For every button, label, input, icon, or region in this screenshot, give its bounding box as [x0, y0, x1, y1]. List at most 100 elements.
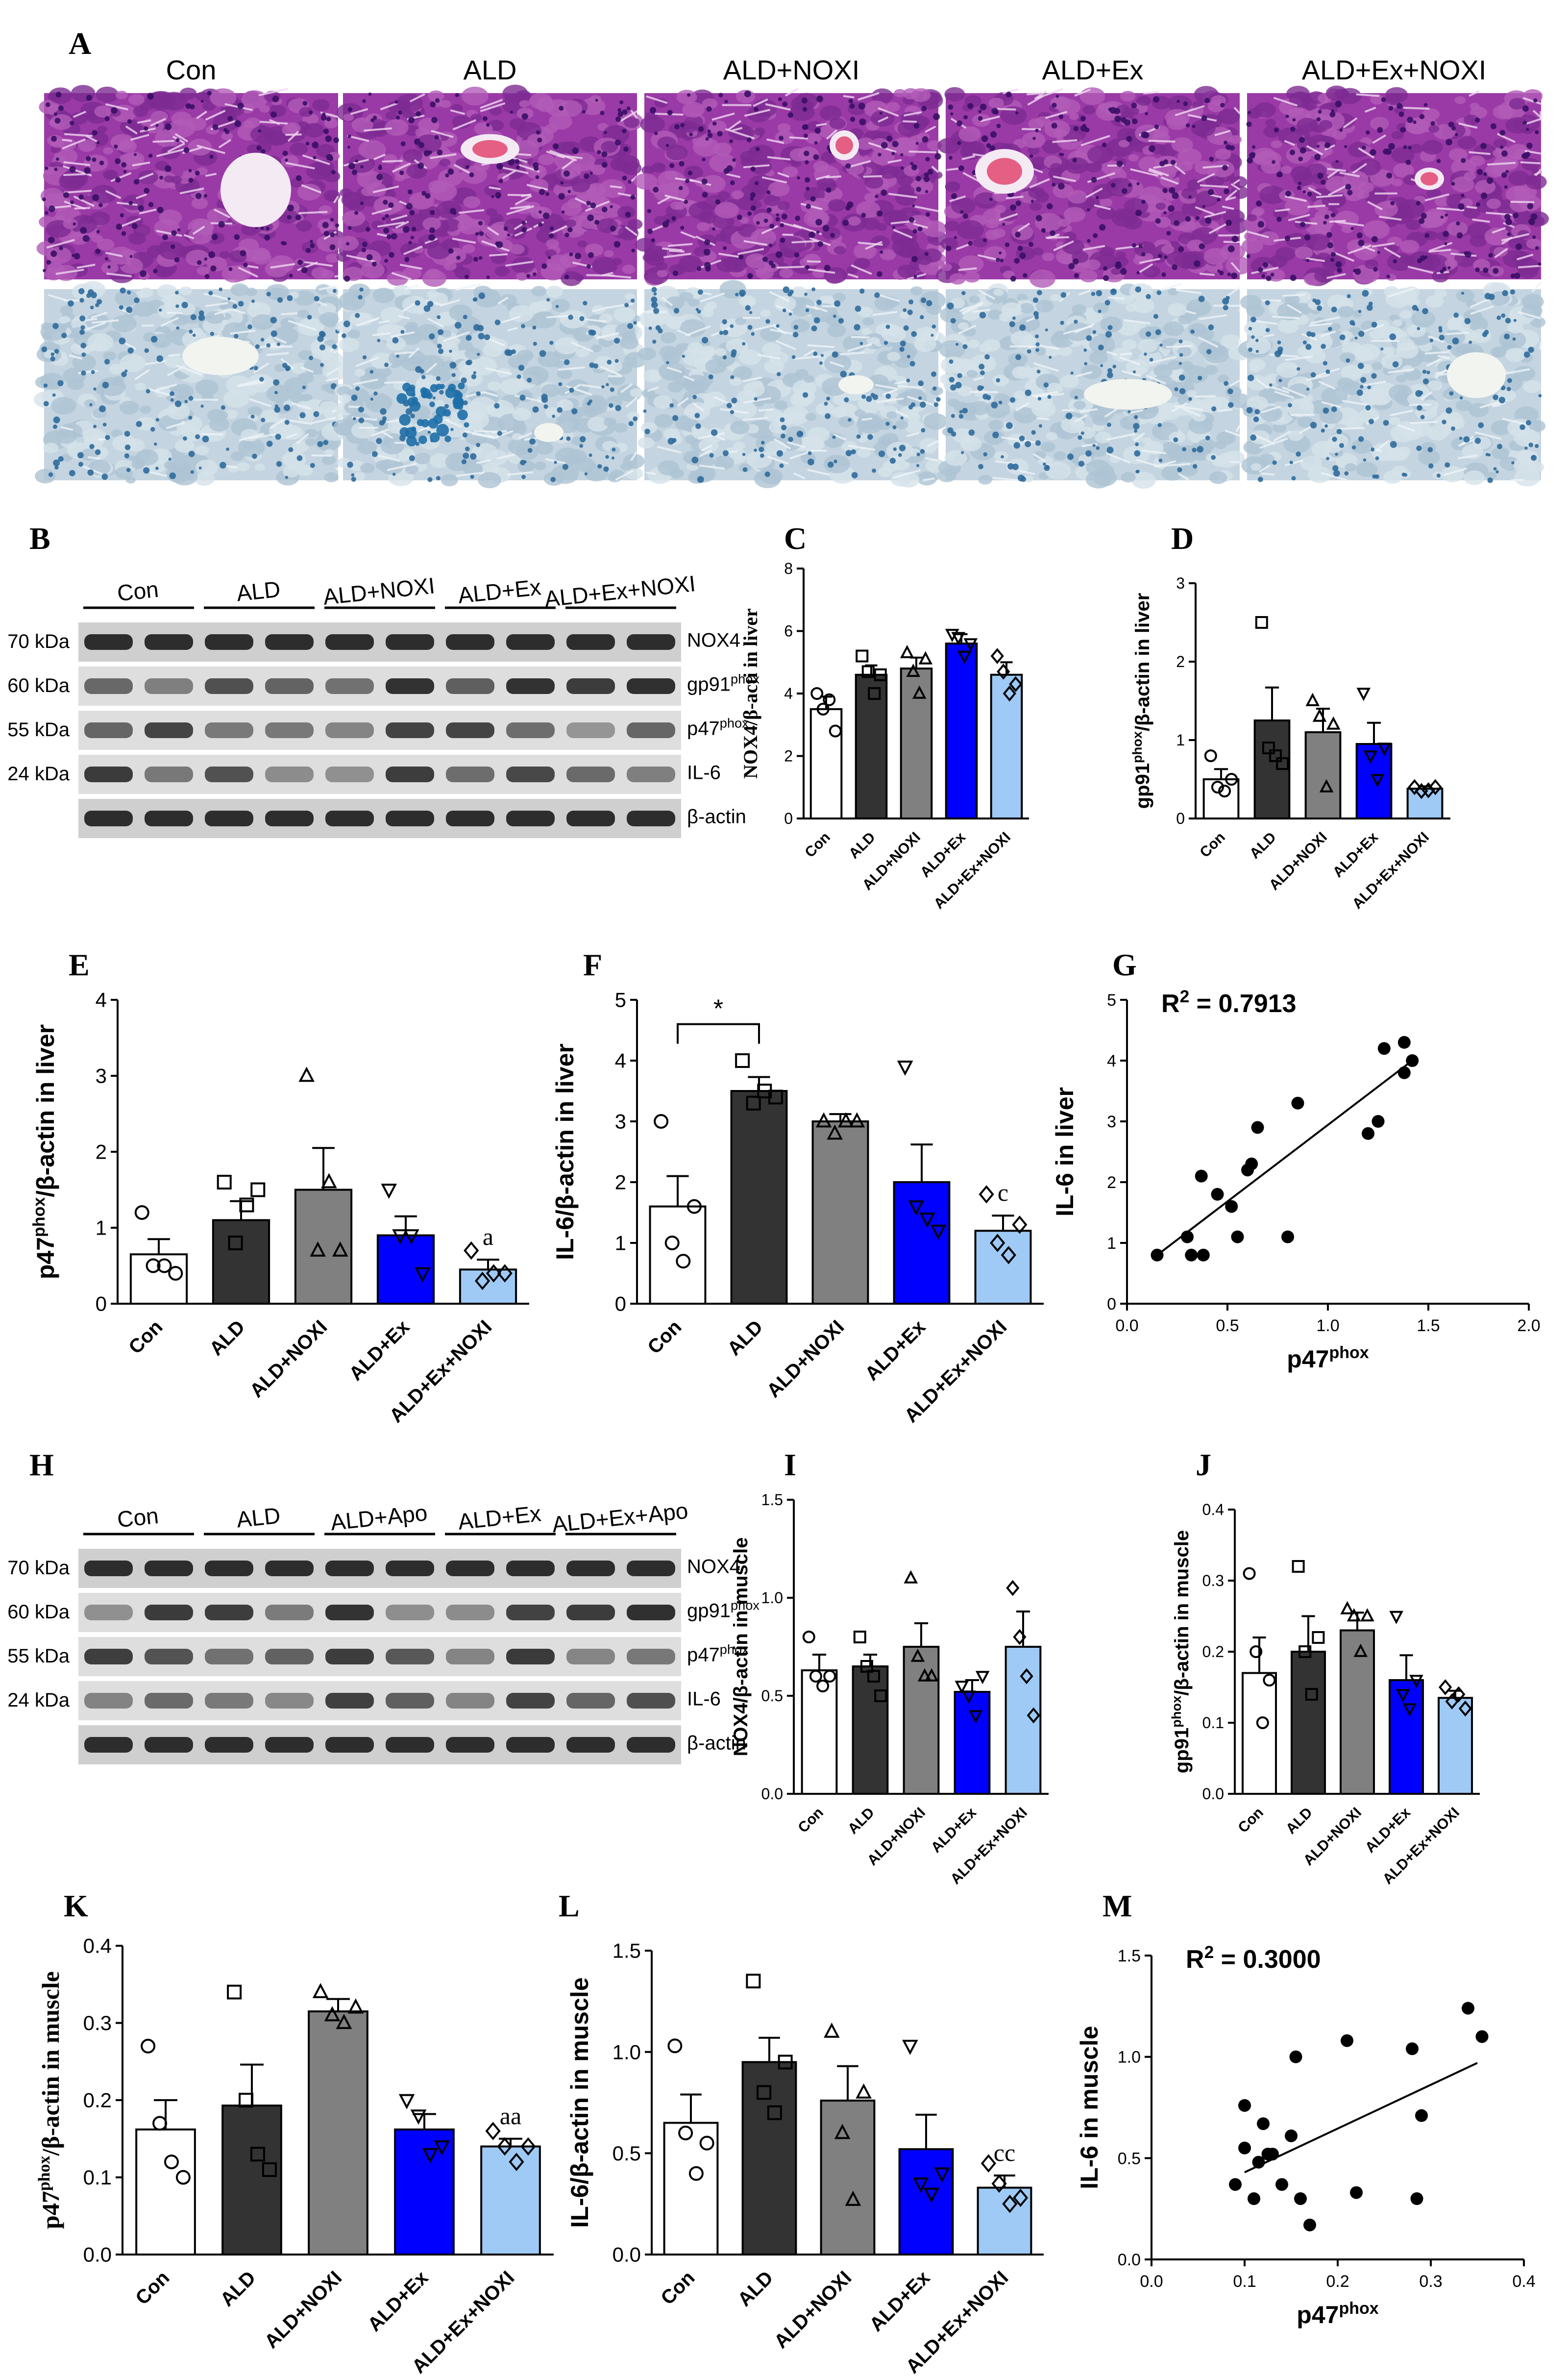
- scatter-point: [1341, 2034, 1353, 2047]
- data-point: [834, 2124, 851, 2139]
- scatter-point: [1291, 1096, 1304, 1110]
- data-point: [654, 1114, 669, 1129]
- y-tick-label: 1.5: [761, 1491, 783, 1509]
- significance-annotation: a: [483, 1223, 493, 1250]
- x-tick-label: 2.0: [1517, 1316, 1540, 1335]
- data-point: [520, 2137, 536, 2156]
- blot-kda-label: 24 kDa: [7, 763, 70, 785]
- data-point: [990, 648, 1004, 664]
- y-axis-label: NOX4/β-acti in liver: [739, 608, 761, 779]
- panel-label-F: F: [583, 947, 602, 982]
- bar: [820, 2099, 876, 2256]
- scatter-point: [1245, 1157, 1258, 1170]
- data-point: [934, 2167, 950, 2183]
- data-point: [1250, 1645, 1263, 1658]
- y-tick-label: 0.5: [1118, 2149, 1141, 2168]
- blot-group-label: ALD+Apo: [329, 1500, 429, 1535]
- bar-chart-D: D 0 1 2 3 gp91phox/β-actin in liver Con ALD ALD+…: [1129, 521, 1450, 912]
- data-point: [868, 687, 881, 700]
- data-point: [778, 2055, 793, 2070]
- scatter-chart-M: M 0.0 0.5 1.0 1.5 0.0 0.1 0.2 0.3 0.4 p47phox IL-6 …: [1076, 1888, 1536, 2329]
- he-stain-image: [634, 88, 948, 286]
- x-tick-label: Con: [802, 829, 833, 861]
- panel-label-C: C: [784, 521, 807, 556]
- he-stain-image: [36, 85, 346, 283]
- data-point: [902, 2039, 918, 2055]
- data-point: [403, 1229, 419, 1245]
- blot-group-label: ALD: [235, 576, 281, 606]
- bar: [809, 708, 843, 819]
- data-point: [816, 702, 830, 716]
- scatter-point: [1462, 2002, 1474, 2015]
- data-point: [845, 2190, 861, 2206]
- data-point: [963, 638, 978, 652]
- bar: [376, 1234, 435, 1305]
- scatter-point: [1225, 1200, 1238, 1213]
- blot-protein-label: p47phox: [687, 1641, 749, 1665]
- data-point: [990, 1234, 1005, 1252]
- y-tick-label: 3: [1107, 1113, 1116, 1131]
- data-point: [134, 1205, 149, 1220]
- blot-protein-label: gp91phox: [687, 671, 760, 695]
- x-tick-label: 0.4: [1512, 2272, 1535, 2291]
- data-point: [746, 1974, 761, 1988]
- data-point: [1312, 1631, 1325, 1644]
- y-tick-label: 0.5: [761, 1687, 783, 1705]
- panel-label-H: H: [29, 1447, 54, 1482]
- data-point: [997, 664, 1010, 680]
- x-tick-label: 0.0: [1140, 2272, 1163, 2291]
- data-point: [321, 1173, 337, 1189]
- data-point: [860, 1660, 873, 1673]
- data-point: [815, 1112, 832, 1128]
- y-tick-label: 4: [784, 685, 793, 702]
- scatter-point: [1406, 1054, 1419, 1067]
- blot-group-label: ALD+Ex: [457, 574, 542, 608]
- data-point: [699, 2135, 714, 2151]
- data-point: [1452, 1686, 1466, 1703]
- blot-kda-label: 55 kDa: [7, 1645, 70, 1667]
- significance-bracket: [677, 1023, 760, 1044]
- scatter-point: [1415, 2109, 1428, 2122]
- x-tick-label: Con: [795, 1805, 827, 1836]
- blot-group-label: ALD: [235, 1503, 281, 1533]
- data-point: [908, 1200, 925, 1216]
- x-tick-label: 0.2: [1326, 2272, 1349, 2291]
- data-point: [809, 1670, 822, 1683]
- y-tick-label: 1: [1176, 731, 1185, 749]
- data-point: [975, 1671, 990, 1685]
- blot-protein-label: IL-6: [687, 762, 721, 784]
- x-axis-label: p47phox: [1287, 1343, 1369, 1373]
- x-tick-label: ALD+Ex: [1330, 829, 1381, 880]
- y-tick-label: 0.2: [1202, 1643, 1224, 1661]
- x-tick-label: ALD: [734, 2267, 777, 2310]
- prussian-blue-stain-image: [1238, 281, 1546, 487]
- y-tick-label: 4: [96, 989, 107, 1012]
- y-tick-label: 0.0: [612, 2243, 641, 2266]
- data-point: [1009, 676, 1023, 693]
- r-squared-label: R2 = 0.7913: [1161, 987, 1297, 1018]
- data-point: [1326, 716, 1341, 730]
- panel-label-J: J: [1196, 1447, 1211, 1482]
- data-point: [486, 1264, 502, 1283]
- y-tick-label: 0.0: [1118, 2251, 1141, 2269]
- histology-column-label: ALD+Ex: [1042, 54, 1144, 85]
- scatter-point: [1248, 2192, 1260, 2205]
- x-tick-label: Con: [1197, 829, 1228, 861]
- data-point: [239, 2093, 254, 2107]
- bar: [898, 2148, 954, 2256]
- data-point: [1370, 774, 1385, 788]
- data-point: [676, 1254, 691, 1269]
- y-tick-label: 5: [615, 989, 626, 1012]
- panel-label-E: E: [69, 947, 90, 982]
- prussian-blue-stain-image: [333, 283, 647, 489]
- data-point: [919, 1213, 935, 1228]
- x-tick-label: ALD+Ex: [861, 1316, 930, 1385]
- x-tick-label: ALD+NOXI: [245, 1316, 331, 1402]
- data-point: [1340, 1601, 1354, 1614]
- blot-group-label: ALD+Ex+Apo: [551, 1498, 689, 1537]
- data-point: [951, 632, 966, 645]
- data-point: [874, 1689, 887, 1702]
- data-point: [853, 1631, 866, 1643]
- panel-label-D: D: [1171, 521, 1194, 556]
